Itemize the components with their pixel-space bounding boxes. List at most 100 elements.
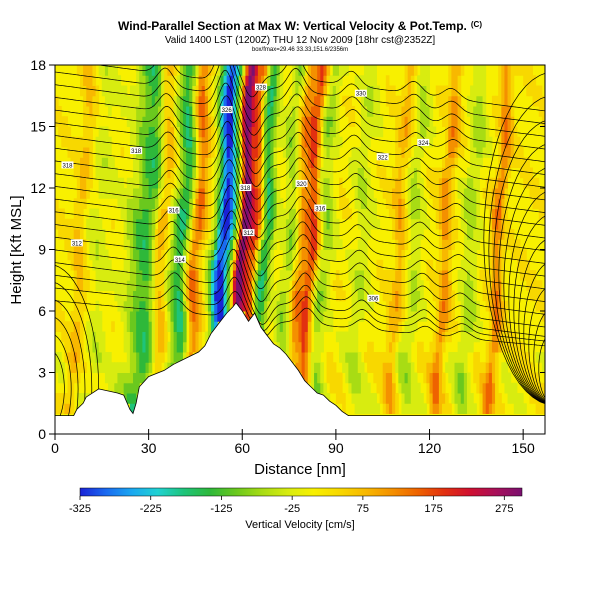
velocity-cell xyxy=(189,136,193,148)
velocity-cell xyxy=(373,126,377,138)
velocity-cell xyxy=(195,65,200,76)
velocity-cell xyxy=(485,198,490,209)
velocity-cell xyxy=(273,95,278,107)
velocity-cell xyxy=(488,259,493,271)
velocity-cell xyxy=(145,95,150,107)
velocity-cell xyxy=(482,85,487,97)
velocity-cell xyxy=(473,321,477,332)
velocity-cell xyxy=(507,157,512,168)
velocity-cell xyxy=(323,290,328,302)
velocity-cell xyxy=(485,362,490,373)
velocity-cell xyxy=(348,372,352,384)
velocity-cell xyxy=(479,85,484,97)
velocity-cell xyxy=(226,290,231,302)
velocity-cell xyxy=(504,95,509,107)
velocity-cell xyxy=(520,352,524,363)
velocity-cell xyxy=(126,382,131,394)
velocity-cell xyxy=(476,85,480,97)
velocity-cell xyxy=(432,382,437,394)
velocity-cell xyxy=(223,300,228,312)
velocity-cell xyxy=(326,65,331,76)
velocity-cell xyxy=(298,239,303,250)
velocity-cell xyxy=(451,126,455,138)
velocity-cell xyxy=(317,270,321,281)
velocity-cell xyxy=(186,177,190,189)
velocity-cell xyxy=(370,341,374,353)
velocity-cell xyxy=(520,65,524,76)
velocity-cell xyxy=(295,75,299,86)
velocity-cell xyxy=(457,270,462,281)
velocity-cell xyxy=(248,75,253,86)
velocity-cell xyxy=(307,157,312,168)
velocity-cell xyxy=(136,300,140,312)
velocity-cell xyxy=(164,290,168,302)
velocity-cell xyxy=(101,259,106,271)
velocity-cell xyxy=(476,239,480,250)
velocity-cell xyxy=(351,382,356,394)
velocity-cell xyxy=(395,218,399,230)
velocity-cell xyxy=(445,321,449,332)
velocity-cell xyxy=(289,188,293,199)
velocity-cell xyxy=(111,85,115,97)
velocity-cell xyxy=(126,249,131,261)
velocity-cell xyxy=(360,229,365,240)
velocity-cell xyxy=(179,259,184,271)
velocity-cell xyxy=(189,126,193,138)
velocity-cell xyxy=(161,311,165,322)
velocity-cell xyxy=(317,75,321,86)
velocity-cell xyxy=(332,136,337,148)
velocity-cell xyxy=(354,249,359,261)
velocity-cell xyxy=(307,372,312,384)
velocity-cell xyxy=(351,300,356,312)
velocity-cell xyxy=(154,290,159,302)
velocity-cell xyxy=(189,95,193,107)
velocity-cell xyxy=(488,147,493,158)
velocity-cell xyxy=(239,126,243,138)
velocity-cell xyxy=(535,382,540,394)
velocity-cell xyxy=(151,177,156,189)
velocity-cell xyxy=(445,239,449,250)
velocity-cell xyxy=(310,116,315,127)
velocity-cell xyxy=(289,218,293,230)
velocity-cell xyxy=(298,341,303,353)
velocity-cell xyxy=(323,85,328,97)
velocity-cell xyxy=(136,136,140,148)
velocity-cell xyxy=(466,249,471,261)
velocity-cell xyxy=(201,167,206,179)
velocity-cell xyxy=(435,208,440,220)
velocity-cell xyxy=(507,229,512,240)
velocity-cell xyxy=(498,95,502,107)
velocity-cell xyxy=(363,352,368,363)
velocity-cell xyxy=(332,229,337,240)
velocity-cell xyxy=(260,116,265,127)
velocity-cell xyxy=(186,290,190,302)
velocity-cell xyxy=(448,65,452,76)
chart-subtitle: Valid 1400 LST (1200Z) THU 12 Nov 2009 [… xyxy=(164,35,436,46)
velocity-cell xyxy=(285,311,290,322)
velocity-cell xyxy=(195,341,200,353)
velocity-cell xyxy=(142,300,147,312)
velocity-cell xyxy=(470,85,474,97)
velocity-cell xyxy=(329,229,334,240)
velocity-cell xyxy=(379,393,384,404)
velocity-cell xyxy=(142,208,147,220)
velocity-cell xyxy=(154,311,159,322)
velocity-cell xyxy=(476,382,480,394)
velocity-cell xyxy=(457,362,462,373)
velocity-cell xyxy=(260,239,265,250)
velocity-cell xyxy=(157,311,162,322)
velocity-cell xyxy=(426,116,431,127)
velocity-cell xyxy=(345,341,349,353)
velocity-cell xyxy=(445,403,449,414)
velocity-cell xyxy=(310,208,315,220)
velocity-cell xyxy=(507,382,512,394)
velocity-cell xyxy=(214,198,218,209)
velocity-cell xyxy=(136,116,140,127)
velocity-cell xyxy=(257,147,262,158)
velocity-cell xyxy=(217,280,221,291)
velocity-cell xyxy=(501,362,505,373)
velocity-cell xyxy=(73,249,78,261)
velocity-cell xyxy=(182,126,187,138)
velocity-cell xyxy=(67,393,72,404)
velocity-cell xyxy=(466,270,471,281)
